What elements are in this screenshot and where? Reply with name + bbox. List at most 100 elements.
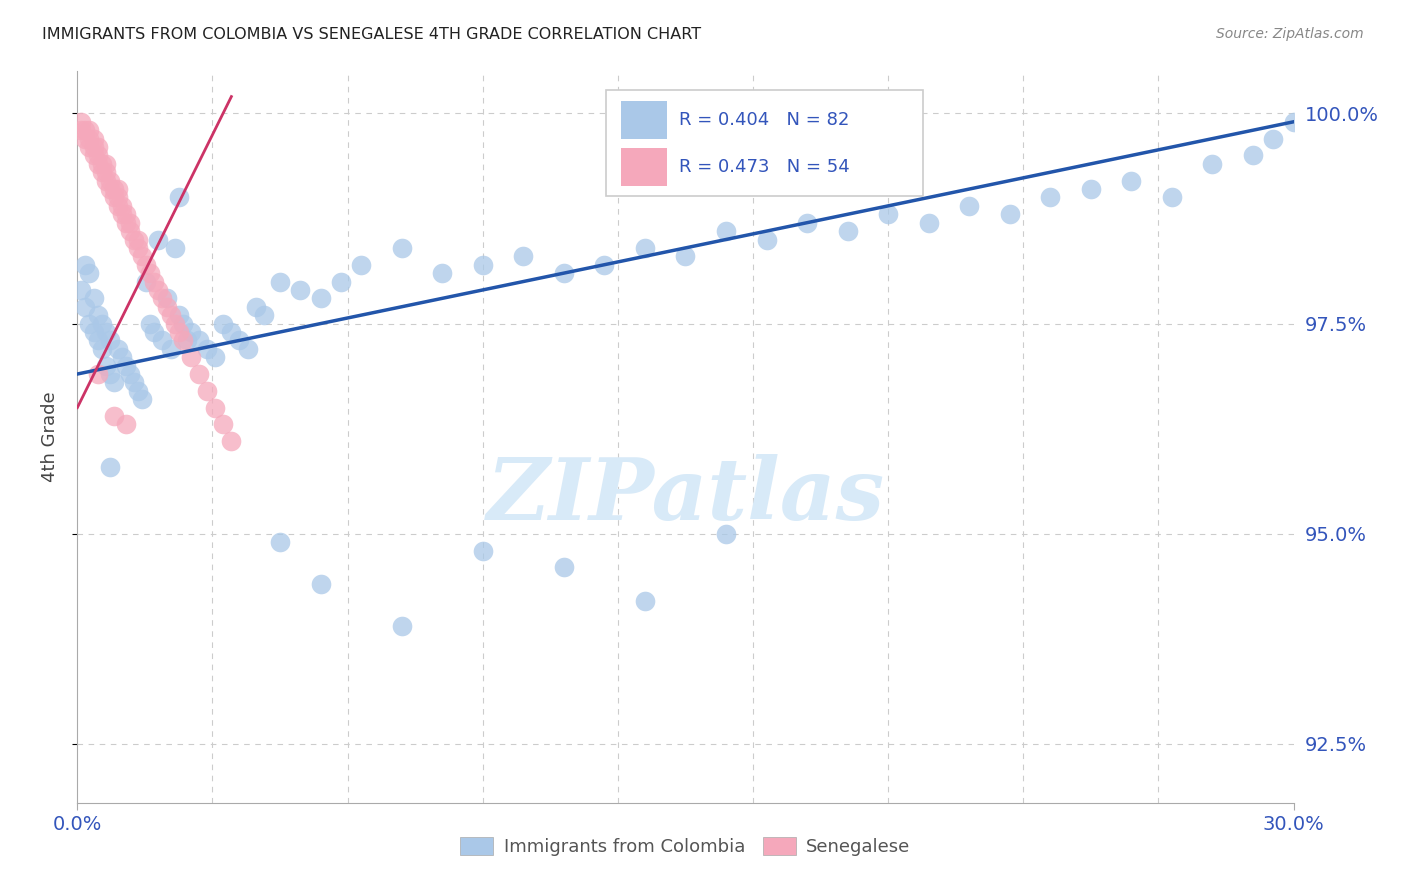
Point bbox=[152, 334, 174, 348]
Point bbox=[188, 367, 211, 381]
Point bbox=[188, 334, 211, 348]
Point bbox=[204, 350, 226, 364]
Point bbox=[269, 535, 291, 549]
Point bbox=[204, 401, 226, 415]
Point bbox=[195, 342, 218, 356]
Point bbox=[118, 216, 141, 230]
Point bbox=[553, 560, 575, 574]
Point bbox=[86, 157, 108, 171]
Point bbox=[471, 258, 494, 272]
Point bbox=[115, 216, 138, 230]
Point bbox=[253, 308, 276, 322]
Point bbox=[837, 224, 859, 238]
Point bbox=[107, 342, 129, 356]
Point bbox=[115, 207, 138, 221]
Point bbox=[90, 165, 112, 179]
Point bbox=[75, 258, 97, 272]
Text: R = 0.473   N = 54: R = 0.473 N = 54 bbox=[679, 158, 851, 177]
Point bbox=[103, 376, 125, 390]
Point bbox=[714, 526, 737, 541]
Point bbox=[86, 148, 108, 162]
Point bbox=[127, 241, 149, 255]
Point bbox=[1263, 131, 1285, 145]
Point bbox=[79, 140, 101, 154]
Point bbox=[127, 233, 149, 247]
Point bbox=[131, 249, 153, 263]
Point bbox=[228, 334, 250, 348]
Point bbox=[90, 342, 112, 356]
Point bbox=[755, 233, 778, 247]
Point bbox=[918, 216, 941, 230]
Point bbox=[309, 577, 332, 591]
Point bbox=[180, 350, 202, 364]
Point bbox=[1201, 157, 1223, 171]
Point bbox=[83, 291, 105, 305]
Point bbox=[176, 334, 198, 348]
Point bbox=[103, 190, 125, 204]
Point bbox=[1039, 190, 1062, 204]
Point bbox=[329, 275, 352, 289]
FancyBboxPatch shape bbox=[606, 90, 922, 195]
Point bbox=[122, 233, 145, 247]
Point bbox=[180, 325, 202, 339]
Point bbox=[70, 283, 93, 297]
Point bbox=[163, 317, 186, 331]
Point bbox=[998, 207, 1021, 221]
Point bbox=[634, 241, 657, 255]
Point bbox=[350, 258, 373, 272]
Point bbox=[1121, 174, 1143, 188]
Point bbox=[70, 115, 93, 129]
Point bbox=[79, 266, 101, 280]
Text: R = 0.404   N = 82: R = 0.404 N = 82 bbox=[679, 112, 849, 129]
Point bbox=[391, 241, 413, 255]
Point bbox=[1161, 190, 1184, 204]
Point bbox=[1282, 115, 1305, 129]
Point bbox=[118, 367, 141, 381]
Point bbox=[634, 594, 657, 608]
Point bbox=[83, 131, 105, 145]
Point bbox=[98, 182, 121, 196]
Point bbox=[94, 157, 117, 171]
Text: Source: ZipAtlas.com: Source: ZipAtlas.com bbox=[1216, 27, 1364, 41]
Point bbox=[1241, 148, 1264, 162]
Point bbox=[269, 275, 291, 289]
Point bbox=[75, 123, 97, 137]
Point bbox=[167, 325, 190, 339]
Point bbox=[148, 233, 170, 247]
FancyBboxPatch shape bbox=[621, 102, 668, 139]
Point bbox=[83, 140, 105, 154]
Text: ZIPatlas: ZIPatlas bbox=[486, 454, 884, 537]
Point bbox=[135, 258, 157, 272]
Point bbox=[1080, 182, 1102, 196]
Point bbox=[79, 317, 101, 331]
Point bbox=[152, 291, 174, 305]
Point bbox=[391, 619, 413, 633]
Point bbox=[159, 342, 181, 356]
Y-axis label: 4th Grade: 4th Grade bbox=[41, 392, 59, 483]
Point bbox=[98, 174, 121, 188]
Point bbox=[155, 300, 177, 314]
Point bbox=[118, 224, 141, 238]
Point bbox=[143, 275, 166, 289]
Point bbox=[107, 182, 129, 196]
Point bbox=[796, 216, 818, 230]
Point bbox=[107, 190, 129, 204]
Point bbox=[143, 325, 166, 339]
Point bbox=[139, 317, 162, 331]
Point bbox=[75, 131, 97, 145]
Point bbox=[430, 266, 453, 280]
Point bbox=[163, 241, 186, 255]
Point bbox=[957, 199, 980, 213]
Point bbox=[159, 308, 181, 322]
Point bbox=[79, 131, 101, 145]
Point bbox=[139, 266, 162, 280]
Point bbox=[111, 350, 134, 364]
Text: IMMIGRANTS FROM COLOMBIA VS SENEGALESE 4TH GRADE CORRELATION CHART: IMMIGRANTS FROM COLOMBIA VS SENEGALESE 4… bbox=[42, 27, 702, 42]
Point bbox=[221, 325, 243, 339]
Point bbox=[83, 148, 105, 162]
Point bbox=[94, 359, 117, 373]
Point bbox=[135, 275, 157, 289]
Legend: Immigrants from Colombia, Senegalese: Immigrants from Colombia, Senegalese bbox=[453, 830, 918, 863]
Point bbox=[90, 317, 112, 331]
Point bbox=[86, 308, 108, 322]
